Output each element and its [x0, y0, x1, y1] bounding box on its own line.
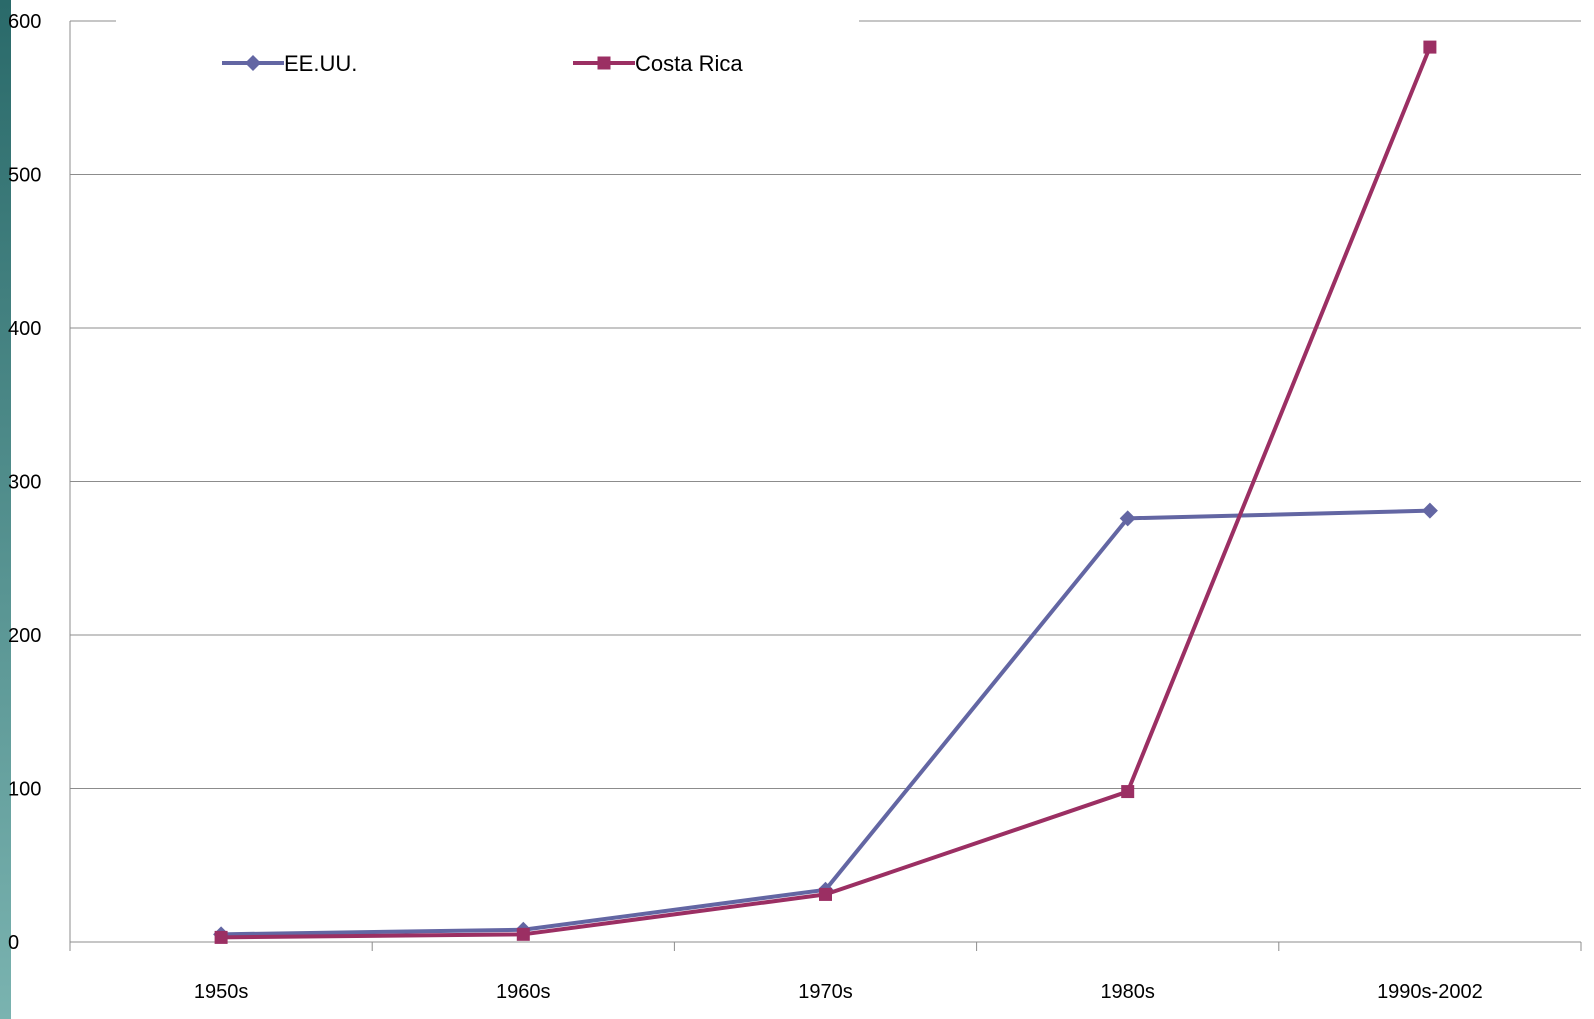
data-point-1-3: [1121, 785, 1135, 799]
y-axis-tick-labels: 0 100 200 300 400 500 600: [8, 11, 41, 954]
data-point-1-2: [819, 887, 832, 901]
legend-marker-1: [597, 56, 611, 70]
y-tick-label: 100: [8, 779, 41, 801]
legend-label-0: EE.UU.: [284, 51, 357, 76]
x-tick-label: 1970s: [798, 981, 853, 1003]
data-point-1-0: [214, 930, 228, 944]
data-point-1-4: [1423, 40, 1437, 54]
y-tick-label: 200: [8, 625, 41, 647]
data-point-1-1: [516, 927, 530, 941]
series-line-1: [219, 45, 1432, 940]
y-tick-label: 600: [8, 11, 41, 33]
slide-accent-bar: [0, 0, 11, 1019]
x-tick-label: 1960s: [496, 981, 551, 1003]
legend-marker-0: [245, 55, 261, 71]
legend-label-1: Costa Rica: [635, 51, 743, 76]
gridlines: [70, 20, 1581, 789]
legend: EE.UU. Costa Rica: [222, 51, 743, 76]
x-tick-label: 1980s: [1100, 981, 1155, 1003]
axes: [69, 21, 1582, 951]
y-tick-label: 500: [8, 165, 41, 187]
x-tick-label: 1990s-2002: [1377, 981, 1483, 1003]
data-point-0-3: [1119, 510, 1136, 527]
x-tick-label: 1950s: [194, 981, 249, 1003]
series-lines: [213, 40, 1438, 944]
y-tick-label: 0: [8, 932, 19, 954]
data-point-0-4: [1421, 502, 1438, 519]
y-tick-label: 300: [8, 472, 41, 494]
series-line-0: [219, 508, 1432, 937]
y-tick-label: 400: [8, 318, 41, 340]
x-axis-tick-labels: 1950s 1960s 1970s 1980s 1990s-2002: [194, 981, 1483, 1003]
